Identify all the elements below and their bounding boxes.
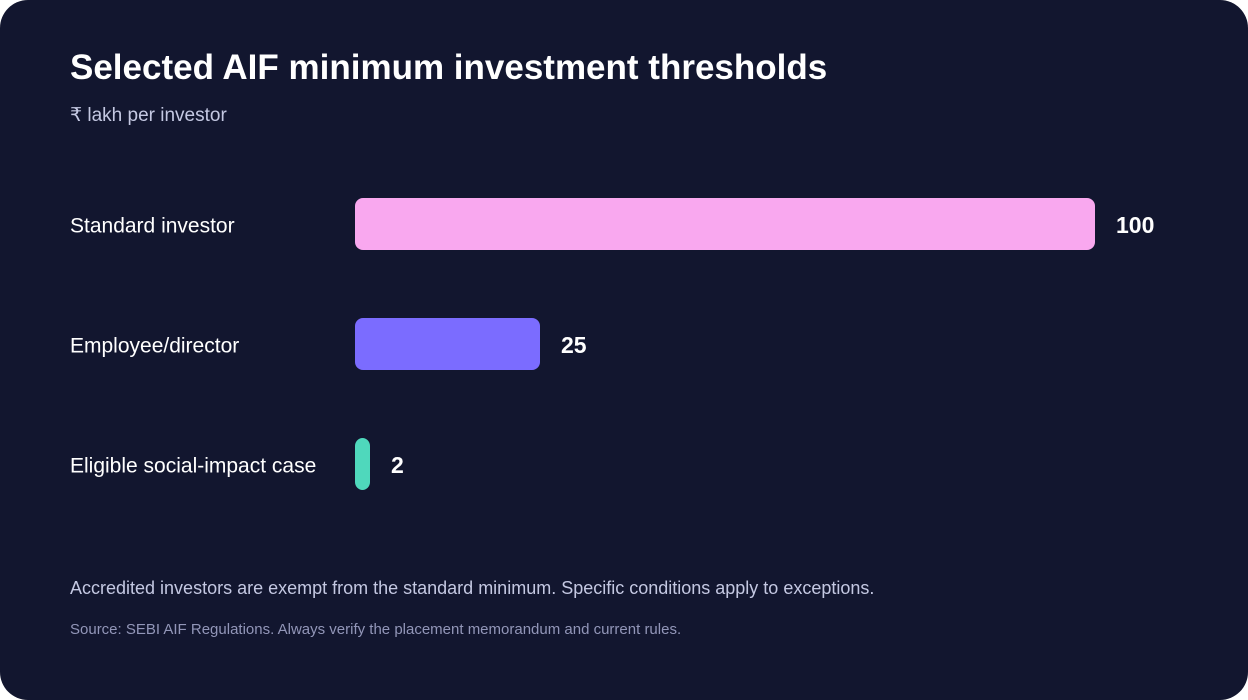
category-label-eligible-social-impact-case: Eligible social-impact case — [70, 455, 316, 478]
category-label-employee-director: Employee/director — [70, 335, 239, 358]
category-label-standard-investor: Standard investor — [70, 215, 235, 238]
chart-subtitle: ₹ lakh per investor — [70, 105, 227, 126]
value-label-eligible-social-impact-case: 2 — [391, 452, 404, 478]
chart-title: Selected AIF minimum investment threshol… — [70, 48, 828, 87]
bar-standard-investor — [355, 198, 1095, 250]
source-note: Source: SEBI AIF Regulations. Always ver… — [70, 621, 682, 638]
value-label-employee-director: 25 — [561, 332, 587, 358]
bar-eligible-social-impact-case — [355, 438, 370, 490]
footnote: Accredited investors are exempt from the… — [70, 578, 875, 598]
value-label-standard-investor: 100 — [1116, 212, 1154, 238]
bar-employee-director — [355, 318, 540, 370]
